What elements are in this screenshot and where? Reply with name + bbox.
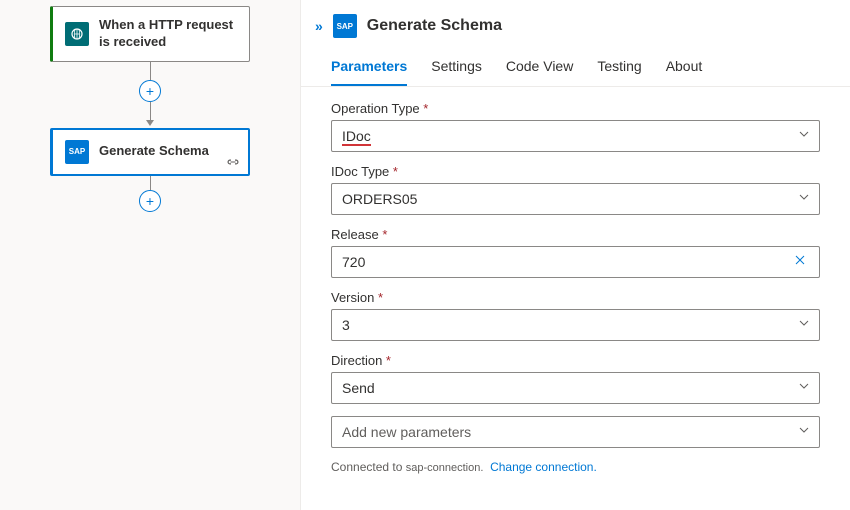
action-title: Generate Schema (99, 143, 209, 160)
add-parameters-placeholder: Add new parameters (342, 424, 471, 440)
chevron-down-icon (799, 427, 809, 437)
tab-settings[interactable]: Settings (431, 48, 482, 86)
connection-name: sap-connection. (406, 462, 484, 474)
version-value: 3 (342, 317, 350, 333)
chevron-down-icon (799, 131, 809, 141)
idoc-type-value: ORDERS05 (342, 191, 417, 207)
sap-icon: SAP (333, 14, 357, 38)
panel-header: » SAP Generate Schema (301, 0, 850, 48)
sap-icon: SAP (65, 140, 89, 164)
arrow-icon (146, 120, 154, 126)
operation-type-select[interactable]: IDoc (331, 120, 820, 152)
connection-footer: Connected to sap-connection. Change conn… (331, 460, 820, 474)
connector-line (150, 102, 151, 120)
add-parameters-select[interactable]: Add new parameters (331, 416, 820, 448)
workflow-canvas: When a HTTP request is received + SAP Ge… (0, 0, 300, 510)
connector-line (150, 62, 151, 80)
release-input[interactable]: 720 (331, 246, 820, 278)
connector-line (150, 176, 151, 190)
version-label: Version * (331, 290, 820, 305)
direction-label: Direction * (331, 353, 820, 368)
chevron-down-icon (799, 383, 809, 393)
parameters-form: Operation Type * IDoc IDoc Type * ORDERS… (301, 87, 850, 510)
chevron-down-icon (799, 320, 809, 330)
operation-type-value: IDoc (342, 128, 371, 144)
trigger-card[interactable]: When a HTTP request is received (50, 6, 250, 62)
trigger-title: When a HTTP request is received (99, 17, 237, 51)
clear-icon[interactable] (793, 253, 809, 272)
http-request-icon (65, 22, 89, 46)
idoc-type-label: IDoc Type * (331, 164, 820, 179)
release-label: Release * (331, 227, 820, 242)
connection-indicator-icon (226, 156, 240, 170)
tab-testing[interactable]: Testing (597, 48, 641, 86)
direction-select[interactable]: Send (331, 372, 820, 404)
idoc-type-select[interactable]: ORDERS05 (331, 183, 820, 215)
panel-title: Generate Schema (367, 17, 502, 35)
tab-about[interactable]: About (666, 48, 703, 86)
direction-value: Send (342, 380, 375, 396)
chevron-down-icon (799, 194, 809, 204)
change-connection-link[interactable]: Change connection. (490, 460, 597, 474)
collapse-panel-button[interactable]: » (315, 18, 323, 34)
tab-parameters[interactable]: Parameters (331, 48, 407, 86)
operation-type-label: Operation Type * (331, 101, 820, 116)
tab-code-view[interactable]: Code View (506, 48, 573, 86)
version-select[interactable]: 3 (331, 309, 820, 341)
action-card[interactable]: SAP Generate Schema (50, 128, 250, 176)
tab-bar: Parameters Settings Code View Testing Ab… (301, 48, 850, 87)
release-value: 720 (342, 254, 365, 270)
add-step-button-2[interactable]: + (139, 190, 161, 212)
details-panel: » SAP Generate Schema Parameters Setting… (300, 0, 850, 510)
add-step-button-1[interactable]: + (139, 80, 161, 102)
